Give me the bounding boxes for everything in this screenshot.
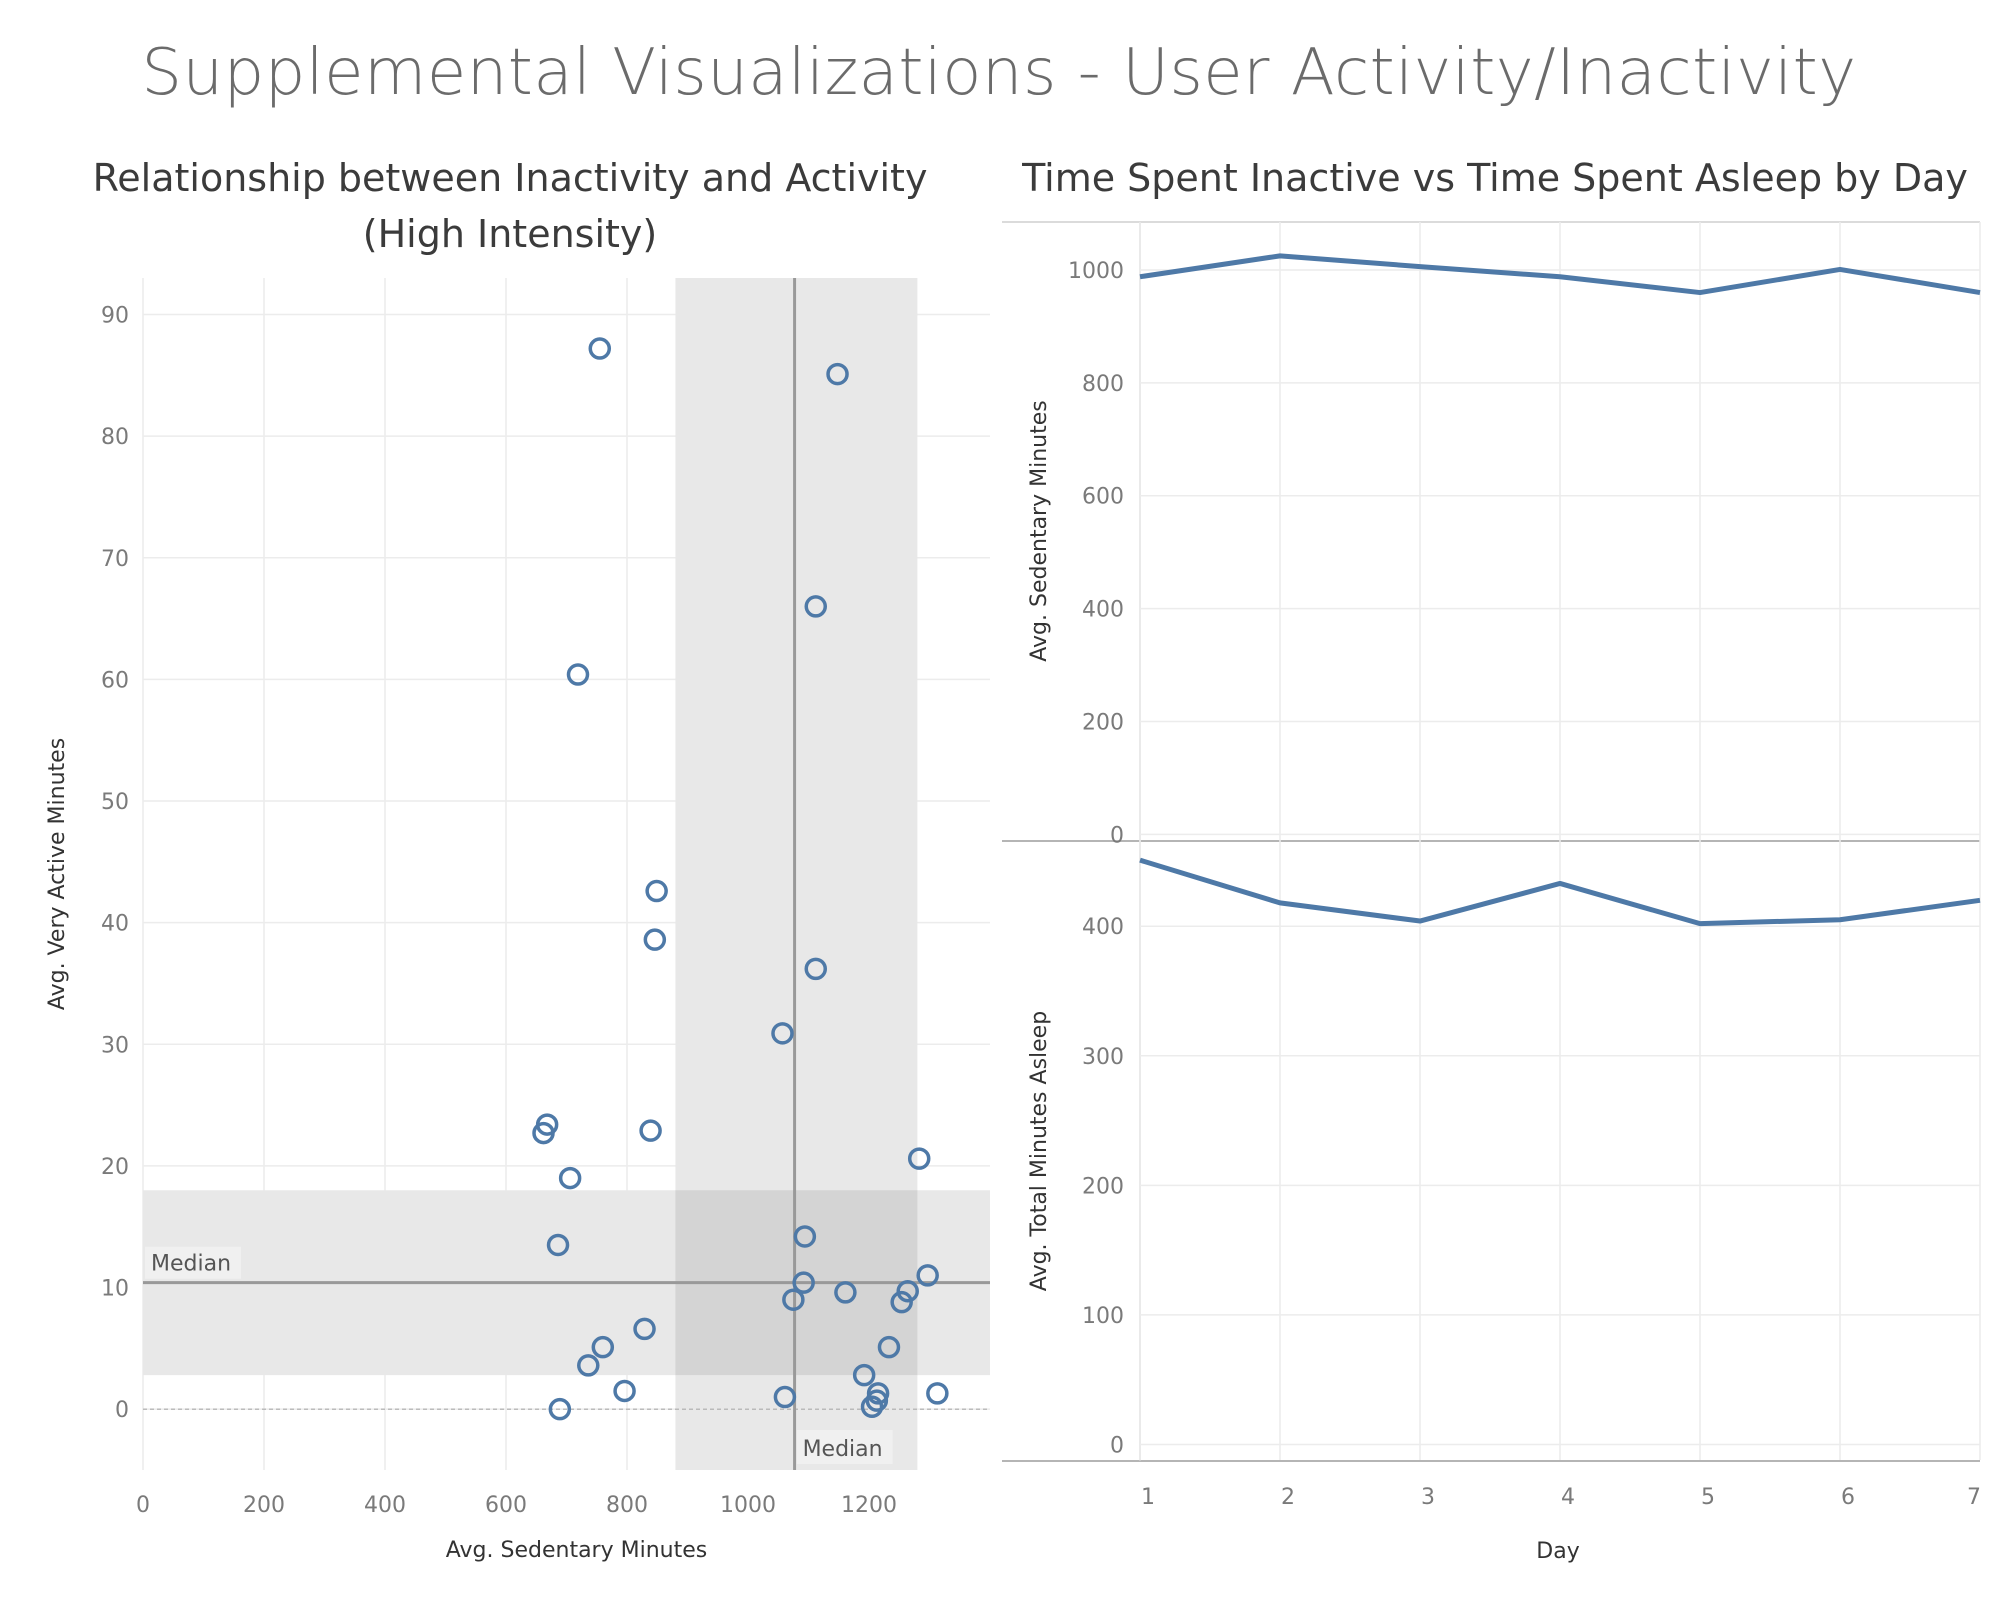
- scatter-point: [532, 1121, 555, 1145]
- y-tick-label: 300: [1082, 1045, 1124, 1070]
- series-line: [1139, 253, 1981, 296]
- y-tick-label: 200: [1082, 710, 1124, 735]
- y-tick-label: 0: [1110, 823, 1124, 848]
- scatter-point: [588, 337, 612, 360]
- scatter-point: [782, 1288, 805, 1311]
- y-tick-label: 200: [1082, 1174, 1124, 1199]
- y-tick-label: 400: [1082, 915, 1124, 940]
- y-tick-label: 100: [1082, 1304, 1124, 1329]
- scatter-point: [577, 1354, 600, 1377]
- scatter-point: [804, 595, 828, 618]
- y-axis-title: Avg. Total Minutes Asleep: [1027, 1011, 1052, 1291]
- x-tick-label: 400: [364, 1493, 406, 1518]
- scatter-title-line2: (High Intensity): [362, 212, 658, 256]
- y-axis-title: Avg. Very Active Minutes: [45, 738, 70, 1010]
- scatter-point: [613, 1379, 636, 1403]
- line-chart: 0 200 400 600 800 1000 Avg. Sedentary Minutes 0…: [1002, 221, 1981, 1564]
- dashboard-title: Supplemental Visualizations - User Activ…: [141, 36, 1857, 110]
- y-axis-title: Avg. Sedentary Minutes: [1027, 400, 1052, 661]
- x-tick-label: 6: [1841, 1485, 1855, 1510]
- y-tick-label: 600: [1082, 485, 1124, 510]
- x-axis-title: Avg. Sedentary Minutes: [446, 1538, 707, 1563]
- scatter-point: [633, 1317, 656, 1341]
- line-chart-title: Time Spent Inactive vs Time Spent Asleep…: [1022, 156, 1968, 200]
- y-tick-label: 40: [101, 912, 129, 937]
- y-tick-label: 400: [1082, 598, 1124, 623]
- y-tick-label: 30: [101, 1033, 129, 1058]
- scatter-point: [546, 1233, 570, 1257]
- scatter-point: [792, 1271, 815, 1294]
- y-tick-label: 1000: [1068, 259, 1124, 284]
- x-tick-label: 7: [1967, 1485, 1981, 1510]
- scatter-point: [926, 1382, 949, 1405]
- scatter-point: [896, 1279, 919, 1303]
- scatter-point: [834, 1281, 857, 1304]
- y-tick-label: 80: [101, 425, 129, 450]
- scatter-point: [907, 1147, 931, 1170]
- y-tick-label: 0: [115, 1398, 129, 1423]
- scatter-chart-title: Relationship between Inactivity and Acti…: [60, 150, 960, 262]
- scatter-point: [591, 1335, 615, 1359]
- scatter-title-line1: Relationship between Inactivity and Acti…: [92, 156, 928, 200]
- y-tick-label: 10: [101, 1277, 129, 1302]
- x-tick-label: 1: [1141, 1485, 1155, 1510]
- scatter-point: [645, 879, 668, 903]
- scatter-point: [643, 928, 667, 951]
- y-tick-label: 0: [1110, 1433, 1124, 1458]
- y-median-label: Median: [151, 1252, 231, 1277]
- x-tick-label: 600: [485, 1493, 527, 1518]
- y-tick-label: 60: [101, 668, 129, 693]
- scatter-chart: Median Median 0 10 20 30 40 50 60 70 80 90 0 200 400 60…: [45, 278, 990, 1563]
- x-median-label: Median: [803, 1437, 883, 1462]
- x-tick-label: 1000: [720, 1493, 776, 1518]
- x-tick-label: 2: [1281, 1485, 1295, 1510]
- x-tick-label: 200: [243, 1493, 285, 1518]
- scatter-point: [826, 362, 849, 386]
- scatter-point: [558, 1166, 582, 1190]
- y-tick-label: 90: [101, 303, 129, 328]
- scatter-point: [877, 1335, 901, 1359]
- y-tick-label: 70: [101, 547, 129, 572]
- scatter-point: [852, 1363, 876, 1387]
- scatter-point: [548, 1397, 572, 1421]
- x-axis-title: Day: [1536, 1539, 1579, 1564]
- x-median-label-bg: [796, 1430, 893, 1464]
- scatter-point: [865, 1389, 889, 1412]
- x-tick-label: 4: [1561, 1485, 1575, 1510]
- scatter-point: [890, 1290, 913, 1314]
- x-tick-label: 1200: [841, 1493, 897, 1518]
- series-line: [1139, 857, 1981, 927]
- scatter-point: [793, 1225, 817, 1248]
- scatter-point: [773, 1385, 797, 1409]
- y-tick-label: 800: [1082, 372, 1124, 397]
- scatter-point: [639, 1119, 662, 1142]
- scatter-point: [916, 1264, 939, 1287]
- x-tick-label: 0: [136, 1493, 150, 1518]
- x-tick-label: 800: [606, 1493, 648, 1518]
- scatter-point: [771, 1022, 794, 1045]
- scatter-point: [804, 957, 828, 981]
- scatter-point: [860, 1395, 884, 1419]
- y-tick-label: 20: [101, 1155, 129, 1180]
- y-tick-label: 50: [101, 790, 129, 815]
- x-tick-label: 3: [1421, 1485, 1435, 1510]
- x-tick-label: 5: [1701, 1485, 1715, 1510]
- scatter-point: [566, 663, 590, 686]
- y-median-label-bg: [145, 1246, 241, 1279]
